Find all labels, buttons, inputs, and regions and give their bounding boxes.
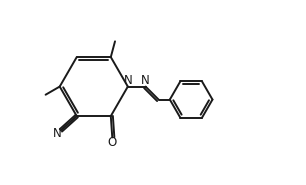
Text: N: N	[123, 74, 132, 87]
Text: N: N	[141, 74, 150, 87]
Text: N: N	[53, 127, 62, 140]
Text: O: O	[108, 136, 117, 149]
